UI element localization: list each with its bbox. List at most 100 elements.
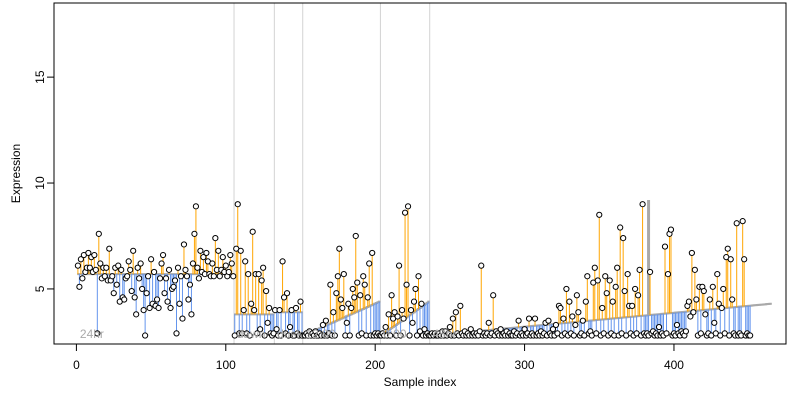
- data-point: [297, 298, 304, 305]
- data-point: [139, 285, 146, 293]
- data-point: [162, 275, 170, 282]
- data-point: [609, 298, 616, 305]
- data-point: [714, 271, 721, 278]
- data-point: [85, 249, 92, 257]
- region-label: dusk: [277, 327, 303, 341]
- region-label: 12:00: [305, 327, 335, 341]
- data-point: [216, 273, 223, 280]
- data-point: [572, 321, 579, 329]
- data-point: [86, 264, 93, 271]
- data-point: [602, 273, 609, 280]
- data-point: [366, 260, 373, 267]
- data-point: [283, 290, 291, 297]
- data-point: [74, 262, 82, 269]
- data-point: [682, 328, 690, 335]
- data-point: [130, 247, 137, 254]
- data-point: [412, 285, 419, 293]
- data-point: [729, 296, 736, 303]
- data-point: [194, 264, 201, 271]
- data-point: [400, 315, 407, 322]
- data-point: [143, 290, 150, 297]
- y-axis-title: Expression: [9, 144, 23, 203]
- data-point: [560, 315, 567, 322]
- data-point: [191, 230, 198, 237]
- data-point: [690, 309, 697, 316]
- data-point: [339, 304, 346, 312]
- data-point: [599, 304, 606, 312]
- data-point: [327, 281, 334, 288]
- data-point: [406, 332, 413, 339]
- data-point: [709, 283, 716, 290]
- y-tick-label: 10: [33, 176, 47, 190]
- data-point: [186, 281, 194, 288]
- data-point: [279, 258, 286, 265]
- data-point: [706, 296, 713, 303]
- data-point: [109, 273, 116, 280]
- data-point: [280, 294, 288, 301]
- data-point: [404, 203, 412, 210]
- data-point: [579, 317, 586, 324]
- data-point: [161, 290, 168, 297]
- region-label: 0:00: [383, 327, 407, 341]
- data-point: [254, 330, 261, 337]
- data-point: [415, 273, 422, 280]
- y-tick-label: 15: [33, 70, 47, 84]
- data-point: [348, 304, 355, 312]
- data-point: [225, 268, 232, 276]
- data-point: [182, 266, 189, 273]
- data-point: [79, 275, 86, 282]
- data-point: [292, 304, 300, 312]
- data-point: [113, 281, 120, 288]
- data-point: [103, 264, 110, 271]
- data-point: [620, 234, 627, 242]
- data-point: [76, 283, 83, 290]
- data-point: [349, 285, 356, 293]
- data-point: [134, 264, 141, 271]
- data-point: [137, 260, 144, 267]
- data-point: [398, 307, 406, 314]
- data-point: [322, 317, 329, 324]
- data-point: [549, 326, 557, 333]
- data-point: [421, 326, 428, 333]
- data-point: [685, 298, 692, 305]
- data-point: [591, 264, 598, 271]
- data-point: [336, 245, 343, 252]
- data-point: [521, 326, 528, 333]
- data-point: [234, 201, 241, 208]
- data-point: [222, 262, 229, 269]
- data-point: [118, 266, 125, 273]
- data-point: [228, 260, 235, 267]
- data-point: [409, 319, 416, 326]
- data-point: [177, 273, 185, 280]
- data-point: [720, 285, 727, 293]
- data-point: [331, 332, 338, 339]
- data-point: [691, 266, 698, 273]
- data-point: [566, 298, 573, 305]
- data-point: [245, 271, 252, 278]
- data-point: [360, 273, 367, 280]
- data-point: [702, 311, 709, 318]
- data-point: [693, 296, 700, 303]
- data-point: [711, 319, 718, 326]
- data-point: [478, 262, 485, 269]
- data-point: [573, 292, 580, 299]
- data-point: [127, 266, 134, 273]
- data-point: [345, 300, 352, 307]
- data-point: [255, 271, 262, 278]
- data-point: [727, 256, 734, 263]
- data-point: [183, 273, 191, 280]
- data-point: [452, 309, 459, 316]
- data-point: [733, 220, 740, 227]
- x-tick-label: 0: [73, 358, 80, 372]
- data-point: [153, 296, 161, 303]
- x-tick-label: 200: [365, 358, 385, 372]
- data-point: [343, 319, 350, 326]
- data-point: [140, 307, 147, 314]
- data-point: [264, 319, 271, 326]
- data-point: [388, 292, 395, 299]
- data-point: [715, 300, 722, 307]
- data-point: [125, 258, 132, 265]
- data-point: [594, 277, 601, 284]
- data-point: [457, 302, 464, 309]
